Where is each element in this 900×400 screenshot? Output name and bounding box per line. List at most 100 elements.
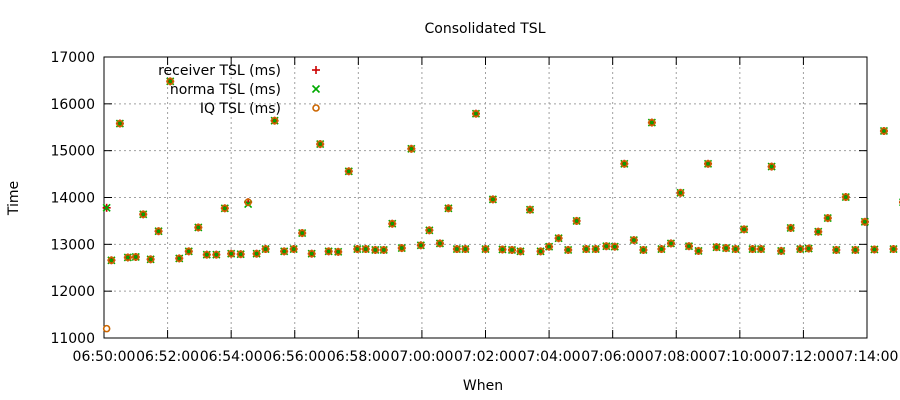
point-iq — [861, 218, 869, 226]
point-iq — [116, 119, 124, 128]
point-iq — [648, 118, 656, 127]
point-iq — [139, 210, 148, 219]
point-iq — [388, 219, 397, 228]
chart-title: Consolidated TSL — [425, 21, 546, 37]
point-iq — [107, 256, 116, 265]
point-iq — [667, 239, 675, 248]
point-iq — [602, 242, 611, 251]
point-iq — [814, 227, 823, 236]
x-tick-label: 06:58:00 — [327, 349, 390, 365]
point-iq — [823, 214, 832, 222]
point-iq — [554, 234, 563, 243]
point-iq — [572, 217, 581, 225]
point-iq — [536, 247, 545, 256]
point-iq — [397, 244, 406, 252]
point-iq — [610, 242, 619, 251]
point-iq — [453, 245, 461, 253]
point-iq — [748, 245, 757, 253]
point-iq — [472, 109, 480, 118]
point-iq — [832, 246, 841, 254]
y-tick-label: 15000 — [50, 144, 95, 160]
x-axis-label: When — [463, 378, 503, 394]
point-iq — [102, 324, 111, 333]
point-iq — [796, 245, 805, 253]
point-iq — [545, 242, 553, 251]
x-tick-label: 07:00:00 — [390, 349, 453, 365]
point-iq — [221, 204, 229, 213]
y-tick-label: 13000 — [50, 237, 95, 253]
x-tick-label: 06:56:00 — [263, 349, 326, 365]
point-iq — [131, 253, 140, 261]
x-tick-label: 07:14:00 — [836, 349, 899, 365]
point-iq — [236, 250, 245, 258]
point-iq — [298, 229, 306, 237]
point-iq — [436, 239, 444, 248]
point-iq — [289, 245, 298, 253]
point-iq — [307, 249, 316, 258]
x-tick-label: 07:06:00 — [581, 349, 644, 365]
data-points — [102, 77, 900, 333]
point-iq — [461, 245, 470, 253]
point-iq — [731, 245, 740, 253]
point-iq — [166, 77, 175, 86]
point-iq — [261, 245, 270, 253]
x-tick-label: 06:50:00 — [73, 349, 136, 365]
point-iq — [498, 245, 507, 254]
point-iq — [620, 159, 629, 168]
point-iq — [712, 243, 721, 251]
point-iq — [657, 245, 666, 253]
legend-label-norma: norma TSL (ms) — [170, 82, 281, 98]
point-iq — [767, 162, 776, 171]
point-iq — [508, 246, 516, 254]
point-iq — [417, 241, 425, 250]
point-iq — [777, 247, 785, 255]
x-tick-label: 06:52:00 — [136, 349, 199, 365]
point-iq — [146, 255, 155, 264]
point-norma — [102, 203, 111, 212]
y-tick-label: 14000 — [50, 191, 95, 207]
point-iq — [591, 245, 600, 253]
point-iq — [270, 116, 279, 125]
point-iq — [489, 195, 497, 204]
point-iq — [425, 226, 434, 235]
point-iq — [676, 189, 685, 197]
point-iq — [516, 247, 525, 256]
point-iq — [175, 254, 184, 263]
point-iq — [379, 246, 388, 254]
point-iq — [564, 246, 572, 254]
point-iq — [244, 198, 252, 206]
x-tick-label: 07:08:00 — [645, 349, 708, 365]
point-iq — [786, 224, 795, 232]
point-iq — [124, 253, 132, 262]
point-iq — [889, 245, 898, 253]
point-iq — [582, 245, 590, 253]
point-iq — [694, 247, 703, 255]
point-iq — [252, 249, 261, 258]
point-iq — [154, 227, 163, 236]
point-iq — [880, 127, 888, 135]
x-tick-label: 07:02:00 — [454, 349, 517, 365]
point-iq — [227, 249, 235, 258]
point-iq — [481, 245, 490, 253]
legend: receiver TSL (ms) norma TSL (ms) IQ TSL (m… — [158, 63, 321, 117]
point-iq — [353, 245, 362, 253]
x-tick-label: 07:12:00 — [772, 349, 835, 365]
point-iq — [202, 250, 211, 259]
legend-label-iq: IQ TSL (ms) — [200, 101, 281, 117]
point-iq — [280, 247, 288, 256]
x-tick-label: 06:54:00 — [200, 349, 263, 365]
grid-lines — [104, 57, 867, 338]
y-tick-label: 11000 — [50, 331, 95, 347]
point-iq — [722, 244, 730, 252]
point-iq — [685, 242, 693, 251]
point-iq — [344, 167, 353, 176]
point-iq — [704, 159, 712, 168]
point-iq — [212, 250, 221, 259]
y-axis-ticks: 11000 12000 13000 14000 15000 16000 17000 — [50, 50, 867, 347]
point-iq — [804, 244, 813, 253]
legend-marker-iq — [312, 104, 320, 112]
point-iq — [630, 236, 638, 244]
point-iq — [316, 140, 324, 148]
y-tick-label: 16000 — [50, 97, 95, 113]
